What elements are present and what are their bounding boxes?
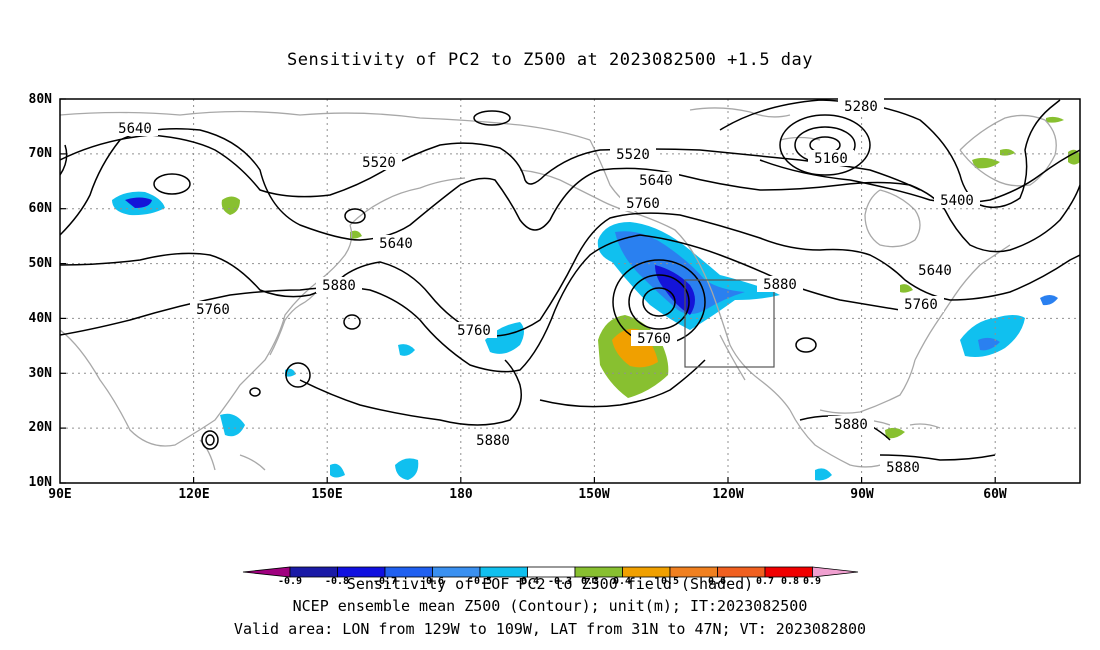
pos-patch-arctic-2 [1068, 149, 1080, 165]
colorbar-level-label: 0.9 [802, 576, 822, 587]
contour-label: 5880 [476, 433, 510, 449]
contour-labels: 5640 5520 5520 5640 5760 5280 5160 5400 … [112, 98, 980, 476]
colorbar-level-label: 0.8 [780, 576, 800, 587]
contour-label: 5640 [639, 173, 673, 189]
pos-patch-caribbean [885, 427, 905, 439]
neg-patch-tropic-4 [815, 468, 832, 481]
colorbar-level-label: 0.7 [755, 576, 775, 587]
axis-ticks [60, 98, 996, 484]
contour-label: 5640 [118, 121, 152, 137]
neg-patch-central-pacific [485, 322, 524, 354]
contour-label: 5880 [886, 460, 920, 476]
lon-label: 120E [178, 487, 210, 502]
contour-label: 5880 [763, 277, 797, 293]
colorbar [242, 566, 859, 578]
neg-patch-tropic-3 [330, 463, 345, 478]
contour-label: 5280 [844, 99, 878, 115]
map-frame [59, 98, 1081, 484]
z500-contours [60, 99, 1080, 461]
contour-label: 5160 [814, 151, 848, 167]
neg-patch-atlantic [960, 315, 1025, 357]
colorbar-level-label: -0.6 [419, 576, 445, 587]
lat-label: 10N [28, 475, 52, 490]
neg-patch-tropic-1 [395, 458, 419, 480]
contour-label: 5880 [322, 278, 356, 294]
caption-valid-area: Valid area: LON from 129W to 109W, LAT f… [233, 620, 867, 638]
caption-shading: Sensitivity of EOF PC2 to Z500 field (Sh… [346, 575, 754, 593]
contour-label: 5760 [637, 331, 671, 347]
lat-label: 40N [28, 311, 52, 326]
lat-label: 20N [28, 420, 52, 435]
neg-patch-pacific-2 [398, 344, 415, 356]
pos-patch-siberia [221, 196, 240, 215]
contour-label: 5760 [626, 196, 660, 212]
contour-label: 5880 [834, 417, 868, 433]
lon-label: 180 [449, 487, 473, 502]
lat-label: 80N [28, 92, 52, 107]
contour-label: 5760 [457, 323, 491, 339]
contour-label: 5760 [904, 297, 938, 313]
lat-label: 30N [28, 366, 52, 381]
lon-label: 120W [712, 487, 744, 502]
colorbar-arrow-right [812, 566, 859, 578]
caption-contour: NCEP ensemble mean Z500 (Contour); unit(… [292, 597, 808, 615]
pos-patch-gulf [900, 284, 913, 293]
lon-label: 150W [578, 487, 610, 502]
lon-label: 90E [48, 487, 72, 502]
contour-label: 5520 [616, 147, 650, 163]
pos-patch-arctic [972, 157, 1000, 169]
lat-label: 50N [28, 256, 52, 271]
grid-lines [60, 99, 1080, 483]
colorbar-level-label: 0.6 [707, 576, 727, 587]
pos-patch-arctic-4 [1000, 149, 1015, 156]
contour-label: 5760 [196, 302, 230, 318]
lon-label: 90W [850, 487, 874, 502]
contour-label: 5640 [918, 263, 952, 279]
lat-label: 60N [28, 201, 52, 216]
contour-label: 5640 [379, 236, 413, 252]
lon-label: 60W [983, 487, 1007, 502]
neg-patch-siberia-mid [125, 197, 152, 208]
colorbar-level-label: 0.3 [580, 576, 600, 587]
pos-patch-wpac [350, 230, 362, 239]
colorbar-level-label: -0.3 [547, 576, 573, 587]
neg-patch-atlantic-dark [978, 337, 1000, 351]
colorbar-level-label: -0.5 [467, 576, 493, 587]
colorbar-level-label: -0.4 [514, 576, 540, 587]
contour-label: 5520 [362, 155, 396, 171]
colorbar-level-label: 0.4 [612, 576, 632, 587]
colorbar-level-label: -0.7 [372, 576, 398, 587]
colorbar-level-label: 0.5 [660, 576, 680, 587]
neg-patch-ecs [285, 368, 296, 377]
lat-label: 70N [28, 146, 52, 161]
contour-label: 5400 [940, 193, 974, 209]
neg-patch-tropic-2 [220, 413, 245, 437]
colorbar-level-label: -0.9 [277, 576, 303, 587]
neg-patch-atlantic-2 [1040, 295, 1058, 306]
pos-patch-arctic-3 [1046, 116, 1064, 123]
colorbar-level-label: -0.8 [324, 576, 350, 587]
valid-area-box [684, 279, 775, 368]
lon-label: 150E [311, 487, 343, 502]
map-title: Sensitivity of PC2 to Z500 at 2023082500… [286, 50, 813, 70]
